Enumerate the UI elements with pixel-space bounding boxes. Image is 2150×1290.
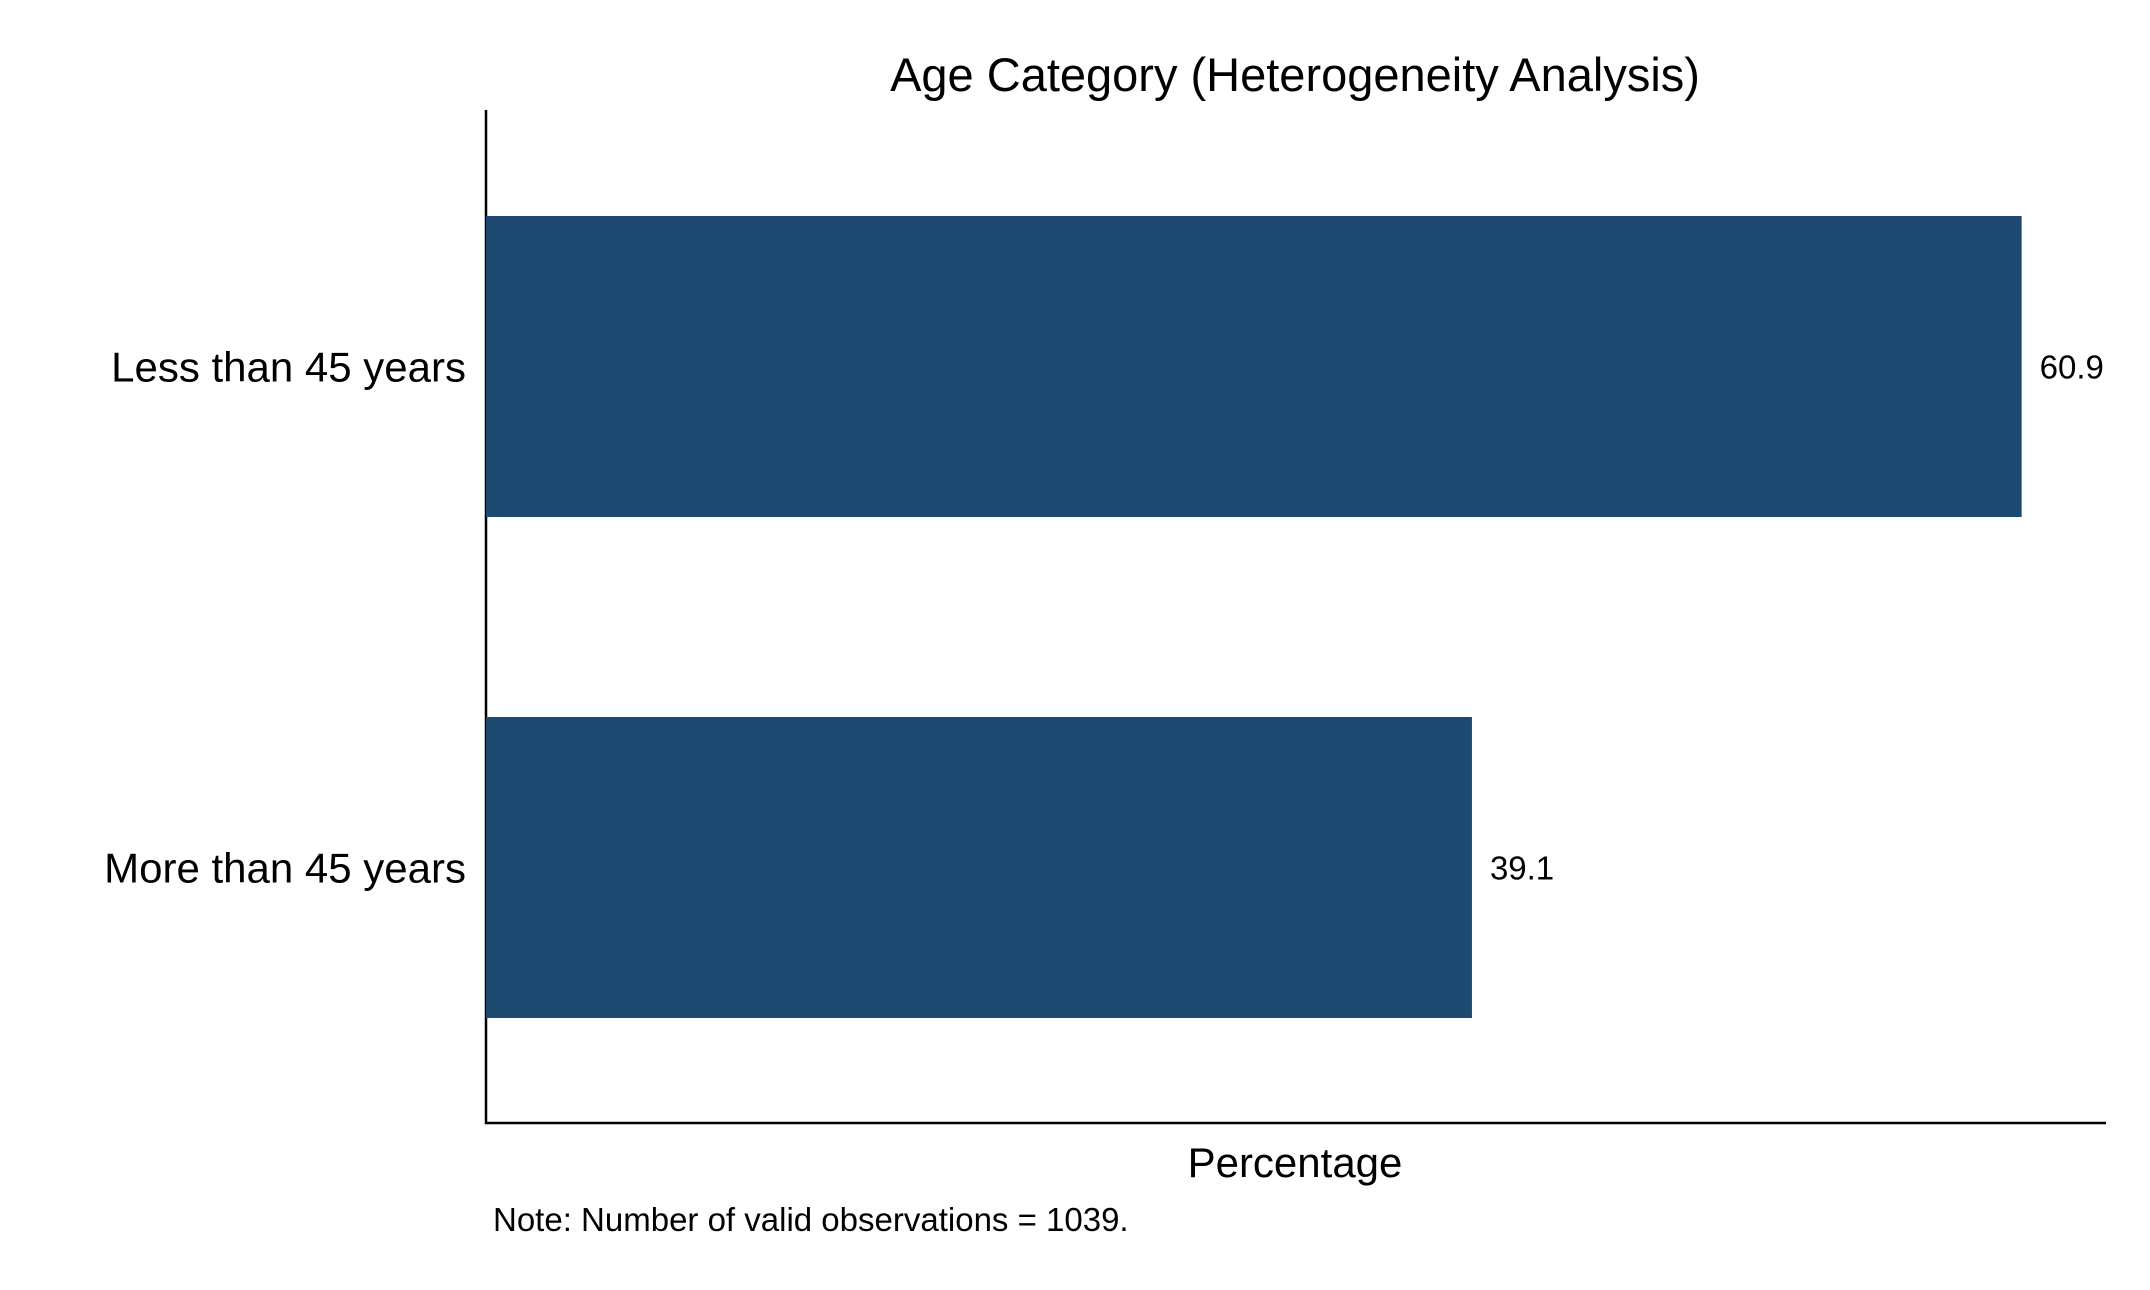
bar-1	[486, 216, 2022, 517]
category-labels: Less than 45 years More than 45 years	[104, 344, 466, 892]
category-label-1: Less than 45 years	[111, 344, 466, 391]
chart-note: Note: Number of valid observations = 103…	[493, 1201, 1129, 1238]
category-label-2: More than 45 years	[104, 845, 466, 892]
x-axis-title: Percentage	[1188, 1139, 1403, 1186]
chart-title: Age Category (Heterogeneity Analysis)	[890, 48, 1700, 101]
data-labels: 60.9 39.1	[1490, 349, 2104, 887]
bars-group	[486, 216, 2022, 1018]
data-label-2: 39.1	[1490, 850, 1554, 887]
bar-2	[486, 717, 1472, 1018]
data-label-1: 60.9	[2040, 349, 2104, 386]
